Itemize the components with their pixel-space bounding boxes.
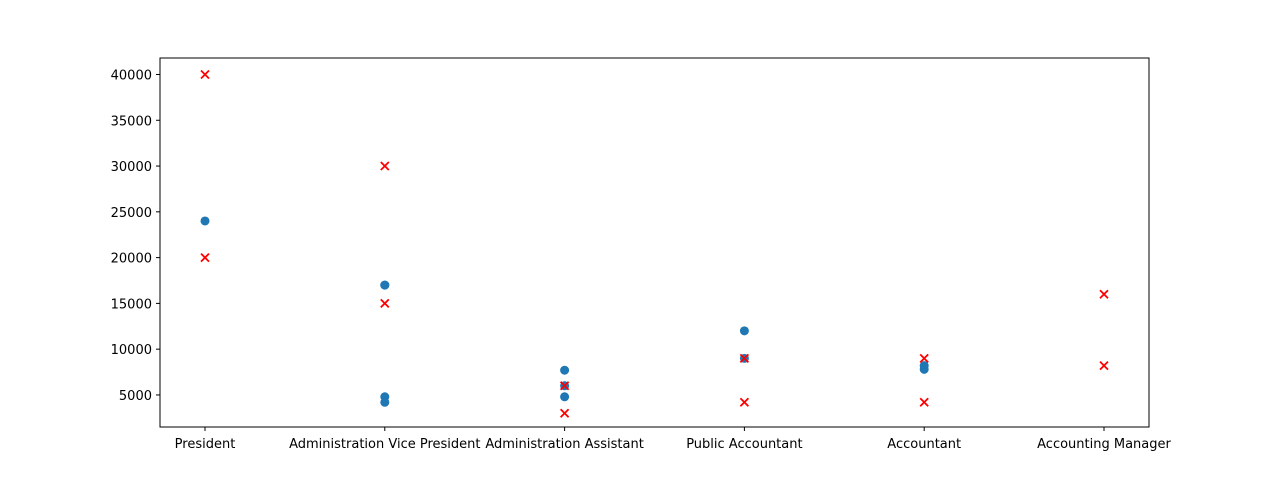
y-tick-label: 20000 [111, 252, 152, 267]
circle-point [201, 216, 210, 225]
circle-point [740, 326, 749, 335]
x-tick-label: Administration Vice President [289, 437, 480, 452]
circle-point [380, 398, 389, 407]
x-tick-label: President [175, 437, 236, 452]
x-tick-label: Accountant [887, 437, 961, 452]
x-tick-label: Administration Assistant [485, 437, 643, 452]
circle-point [380, 281, 389, 290]
circle-point [560, 366, 569, 375]
y-tick-label: 40000 [111, 68, 152, 83]
y-tick-label: 10000 [111, 343, 152, 358]
y-tick-label: 5000 [119, 389, 152, 404]
y-tick-label: 15000 [111, 297, 152, 312]
y-tick-label: 35000 [111, 114, 152, 129]
y-axis: 5000 10000 15000 20000 25000 30000 35000 40000 [111, 68, 160, 403]
y-tick-label: 25000 [111, 206, 152, 221]
circle-point [920, 365, 929, 374]
x-tick-label: Public Accountant [686, 437, 802, 452]
circle-point [560, 392, 569, 401]
y-tick-label: 30000 [111, 160, 152, 175]
plot-area [160, 58, 1149, 427]
x-axis: President Administration Vice President Ad… [175, 427, 1172, 452]
x-tick-label: Accounting Manager [1037, 437, 1171, 452]
